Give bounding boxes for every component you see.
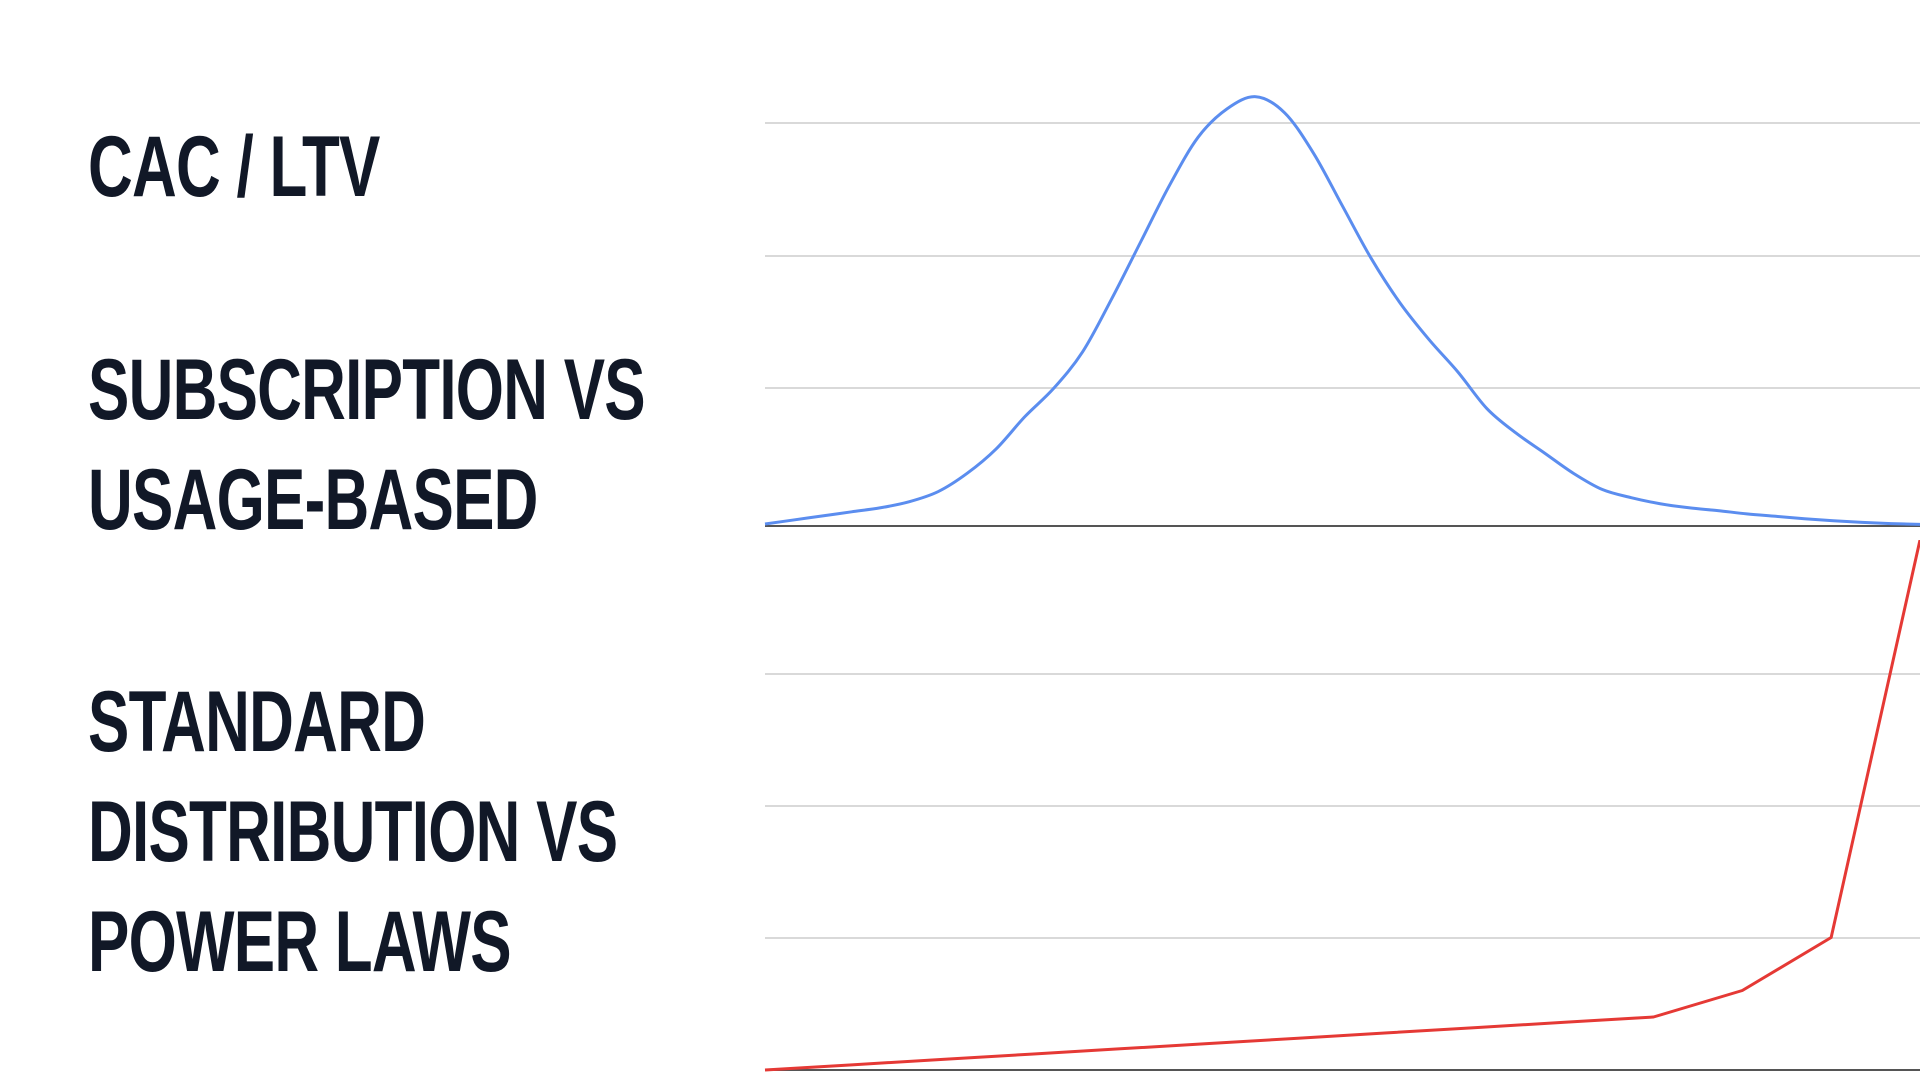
heading-line: POWER LAWS xyxy=(88,894,512,990)
heading-subscription-vs-usage: SUBSCRIPTION VS USAGE-BASED xyxy=(88,335,646,555)
series-line xyxy=(764,540,1920,1072)
heading-line: SUBSCRIPTION VS xyxy=(88,342,646,438)
heading-cac-ltv: CAC / LTV xyxy=(88,112,380,222)
heading-line: DISTRIBUTION VS xyxy=(88,784,618,880)
heading-distribution-vs-power-laws: STANDARD DISTRIBUTION VS POWER LAWS xyxy=(88,667,618,997)
heading-line: STANDARD xyxy=(88,674,426,770)
charts-panel xyxy=(760,0,1920,1080)
heading-line: USAGE-BASED xyxy=(88,452,538,548)
heading-line: CAC / LTV xyxy=(88,119,380,215)
power-law-chart xyxy=(764,540,1920,1072)
series-line xyxy=(764,95,1920,526)
bell-curve-chart xyxy=(764,95,1920,527)
